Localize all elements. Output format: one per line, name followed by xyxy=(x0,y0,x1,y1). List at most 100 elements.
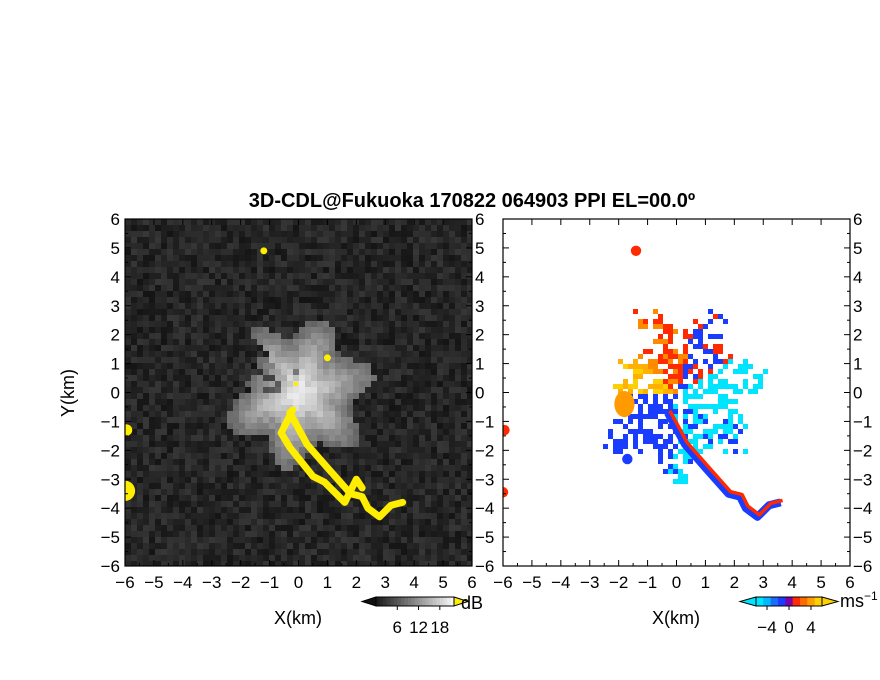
intensity-cell xyxy=(323,267,329,273)
intensity-cell xyxy=(143,351,149,357)
intensity-cell xyxy=(413,435,419,441)
intensity-cell xyxy=(359,465,365,471)
intensity-cell xyxy=(365,423,371,429)
intensity-cell xyxy=(287,237,293,243)
intensity-cell xyxy=(329,561,335,566)
intensity-cell xyxy=(461,423,467,429)
intensity-cell xyxy=(239,243,245,249)
intensity-cell xyxy=(215,315,221,321)
intensity-cell xyxy=(299,441,305,447)
intensity-cell xyxy=(317,495,323,501)
intensity-cell xyxy=(437,387,443,393)
velocity-cell xyxy=(673,394,678,399)
velocity-cell xyxy=(628,364,633,369)
intensity-cell xyxy=(239,309,245,315)
velocity-cell xyxy=(683,344,688,349)
intensity-cell xyxy=(191,321,197,327)
intensity-cell xyxy=(425,429,431,435)
intensity-cell xyxy=(179,525,185,531)
intensity-cell xyxy=(329,393,335,399)
intensity-cell xyxy=(437,327,443,333)
intensity-cell xyxy=(437,501,443,507)
intensity-cell xyxy=(149,255,155,261)
intensity-cell xyxy=(161,447,167,453)
intensity-cell xyxy=(365,453,371,459)
intensity-cell xyxy=(275,393,281,399)
intensity-cell xyxy=(143,465,149,471)
intensity-cell xyxy=(437,537,443,543)
intensity-cell xyxy=(371,483,377,489)
intensity-cell xyxy=(155,507,161,513)
intensity-cell xyxy=(233,465,239,471)
intensity-cell xyxy=(335,255,341,261)
intensity-cell xyxy=(347,459,353,465)
intensity-cell xyxy=(167,405,173,411)
intensity-cell xyxy=(299,261,305,267)
velocity-cell xyxy=(733,434,738,439)
intensity-cell xyxy=(245,261,251,267)
intensity-cell xyxy=(245,345,251,351)
intensity-cell xyxy=(455,411,461,417)
intensity-cell xyxy=(359,351,365,357)
intensity-cell xyxy=(161,291,167,297)
intensity-cell xyxy=(209,447,215,453)
velocity-cell xyxy=(633,309,638,314)
intensity-cell xyxy=(155,525,161,531)
intensity-cell xyxy=(173,561,179,566)
intensity-cell xyxy=(221,309,227,315)
intensity-cell xyxy=(221,453,227,459)
velocity-cell xyxy=(613,419,618,424)
intensity-cell xyxy=(269,279,275,285)
intensity-cell xyxy=(401,531,407,537)
intensity-cell xyxy=(425,381,431,387)
velocity-cell xyxy=(703,389,708,394)
intensity-cell xyxy=(239,501,245,507)
intensity-cell xyxy=(335,309,341,315)
intensity-cell xyxy=(353,231,359,237)
intensity-cell xyxy=(179,315,185,321)
x-tick-label: 4 xyxy=(787,573,796,592)
intensity-cell xyxy=(383,285,389,291)
intensity-cell xyxy=(311,291,317,297)
intensity-cell xyxy=(347,249,353,255)
intensity-cell xyxy=(437,519,443,525)
intensity-cell xyxy=(281,459,287,465)
intensity-cell xyxy=(125,519,131,525)
intensity-cell xyxy=(191,441,197,447)
intensity-cell xyxy=(197,261,203,267)
intensity-cell xyxy=(305,351,311,357)
intensity-cell xyxy=(281,327,287,333)
velocity-cell xyxy=(668,404,673,409)
velocity-cell xyxy=(628,429,633,434)
intensity-cell xyxy=(443,375,449,381)
intensity-cell xyxy=(149,327,155,333)
intensity-cell xyxy=(311,507,317,513)
intensity-cell xyxy=(221,555,227,561)
intensity-cell xyxy=(179,285,185,291)
intensity-cell xyxy=(341,513,347,519)
intensity-cell xyxy=(185,363,191,369)
intensity-cell xyxy=(377,273,383,279)
intensity-cell xyxy=(191,561,197,566)
intensity-cell xyxy=(275,321,281,327)
intensity-cell xyxy=(215,393,221,399)
intensity-cell xyxy=(221,465,227,471)
intensity-cell xyxy=(443,393,449,399)
intensity-cell xyxy=(209,309,215,315)
intensity-cell xyxy=(395,417,401,423)
intensity-cell xyxy=(377,357,383,363)
intensity-cell xyxy=(263,429,269,435)
intensity-cell xyxy=(209,363,215,369)
colorbar-swatch xyxy=(393,597,398,606)
intensity-cell xyxy=(317,297,323,303)
intensity-cell xyxy=(263,537,269,543)
intensity-cell xyxy=(233,435,239,441)
intensity-cell xyxy=(239,483,245,489)
intensity-cell xyxy=(293,537,299,543)
intensity-cell xyxy=(341,369,347,375)
intensity-cell xyxy=(275,489,281,495)
intensity-cell xyxy=(305,501,311,507)
velocity-cell xyxy=(648,404,653,409)
velocity-cell xyxy=(708,434,713,439)
intensity-cell xyxy=(203,321,209,327)
